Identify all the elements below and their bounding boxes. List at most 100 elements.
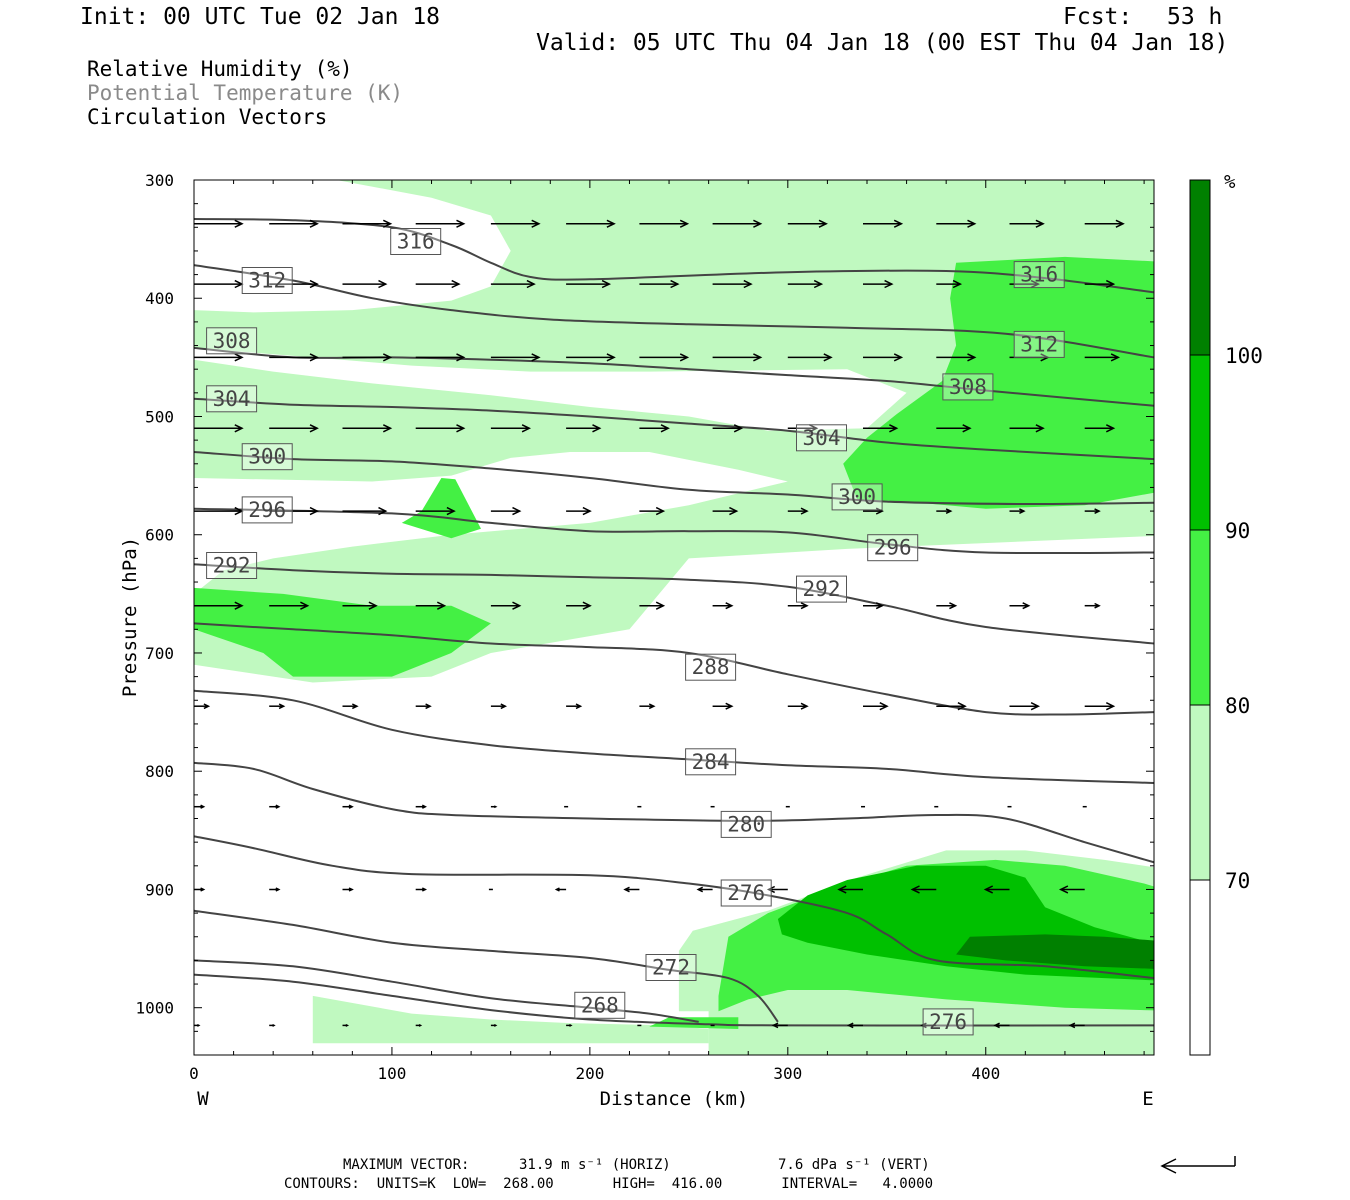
isentrope-288 <box>194 622 1154 716</box>
circulation-vector <box>1084 602 1101 609</box>
axes-layer: 300 400 500 600 700 800 900 1000 0 100 200 300 400 <box>135 171 1154 1083</box>
x-axis-label: Distance (km) <box>600 1088 749 1110</box>
contour-label-316: 316 <box>1013 261 1065 289</box>
circulation-vector <box>696 886 713 893</box>
circulation-vector <box>1009 424 1045 433</box>
circulation-vector <box>194 1024 201 1027</box>
svg-text:308: 308 <box>213 329 251 353</box>
circulation-vector <box>983 885 1010 894</box>
circulation-vector <box>639 219 690 228</box>
circulation-vector <box>269 1024 276 1027</box>
isentrope-296 <box>194 507 1154 555</box>
circulation-vector <box>194 804 206 809</box>
isentrope-layer <box>194 218 1154 1027</box>
y-tick-label: 400 <box>145 289 174 308</box>
circulation-vector <box>712 506 739 516</box>
valid-time: Valid: 05 UTC Thu 04 Jan 18 (00 EST Thu … <box>536 30 1229 56</box>
circulation-vector <box>712 219 763 228</box>
circulation-vector <box>1009 702 1041 711</box>
circulation-vector <box>863 507 884 515</box>
circulation-vector <box>787 353 833 362</box>
svg-text:304: 304 <box>803 426 841 450</box>
circulation-vector <box>342 887 354 892</box>
circulation-vector <box>490 279 536 289</box>
circulation-vector <box>269 804 281 809</box>
contour-label-304: 304 <box>206 385 258 413</box>
isentrope-304 <box>194 397 1154 461</box>
contour-label-312: 312 <box>1013 330 1065 358</box>
isentrope-300 <box>194 451 1154 506</box>
circulation-vector <box>566 279 612 289</box>
svg-text:300: 300 <box>248 445 286 469</box>
rh-region-80-5 <box>401 478 481 539</box>
circulation-vector <box>566 353 616 362</box>
circulation-vector <box>863 702 889 711</box>
circulation-vector <box>787 219 828 228</box>
circulation-vector <box>1068 1022 1085 1029</box>
circulation-vector <box>639 353 690 362</box>
circulation-vector <box>490 219 541 228</box>
circulation-vector <box>863 279 894 289</box>
circulation-vector <box>863 353 904 362</box>
max-vector-vertical: 7.6 dPa s⁻¹ (VERT) <box>778 1157 930 1173</box>
rh-region-70-0 <box>194 180 1154 683</box>
contour-label-272: 272 <box>645 954 697 981</box>
circulation-vector <box>1084 702 1116 711</box>
circulation-vector <box>936 279 963 289</box>
colorbar-segment <box>1189 179 1211 356</box>
colorbar-segment <box>1189 704 1211 881</box>
circulation-vector <box>910 885 937 894</box>
east-label: E <box>1142 1088 1153 1110</box>
y-tick-label: 500 <box>145 408 174 427</box>
circulation-vector <box>194 353 244 362</box>
contour-info: CONTOURS: UNITS=K LOW= 268.00 HIGH= 416.… <box>284 1176 934 1192</box>
init-time: Init: 00 UTC Tue 02 Jan 18 <box>80 4 441 30</box>
circulation-vector <box>269 703 286 710</box>
y-tick-label: 300 <box>145 171 174 190</box>
circulation-vector <box>554 887 567 892</box>
circulation-vector <box>342 424 393 433</box>
contour-label-280: 280 <box>720 810 772 838</box>
circulation-vector <box>1058 885 1085 894</box>
circulation-vector <box>490 601 522 610</box>
circulation-vector <box>712 353 763 362</box>
contour-label-276: 276 <box>922 1008 974 1036</box>
legend-relative-humidity: Relative Humidity (%) <box>87 57 353 81</box>
legend-circulation-vectors: Circulation Vectors <box>87 105 328 129</box>
circulation-vector <box>342 703 359 710</box>
circulation-vector <box>415 804 427 809</box>
contour-label-268: 268 <box>574 991 626 1019</box>
y-tick-label: 600 <box>145 526 174 545</box>
circulation-vector <box>269 887 281 892</box>
contour-label-288: 288 <box>685 653 737 681</box>
isentrope-292 <box>194 563 1154 645</box>
isentrope-284 <box>194 689 1154 784</box>
legend-potential-temperature: Potential Temperature (K) <box>87 81 404 105</box>
circulation-vector <box>490 1024 498 1027</box>
circulation-vector <box>194 601 244 610</box>
contour-label-284: 284 <box>685 748 737 776</box>
forecast-label: Fcst: <box>1063 4 1133 30</box>
circulation-vector <box>490 506 522 516</box>
circulation-vector <box>639 601 666 610</box>
contour-label-316: 316 <box>390 228 442 255</box>
circulation-vector <box>415 353 466 362</box>
circulation-vector <box>787 424 819 433</box>
svg-text:272: 272 <box>652 956 690 980</box>
contour-label-layer: 316 312 308 304 300 296 292 316 312 308 304 300 296 2… <box>206 228 1065 1036</box>
colorbar-level-label: 100 <box>1225 344 1263 368</box>
colorbar-unit: % <box>1224 171 1236 193</box>
circulation-vector <box>566 703 583 710</box>
circulation-vector <box>490 805 498 809</box>
isentrope-268 <box>194 959 699 1023</box>
colorbar-level-label: 80 <box>1225 694 1250 718</box>
circulation-vector <box>1009 219 1045 228</box>
circulation-vector <box>936 508 953 514</box>
contour-label-296: 296 <box>241 496 293 524</box>
x-tick-label: 300 <box>773 1064 802 1083</box>
svg-text:284: 284 <box>692 750 730 774</box>
circulation-vector <box>1084 279 1116 289</box>
circulation-vector <box>415 424 466 433</box>
svg-text:296: 296 <box>874 536 912 560</box>
